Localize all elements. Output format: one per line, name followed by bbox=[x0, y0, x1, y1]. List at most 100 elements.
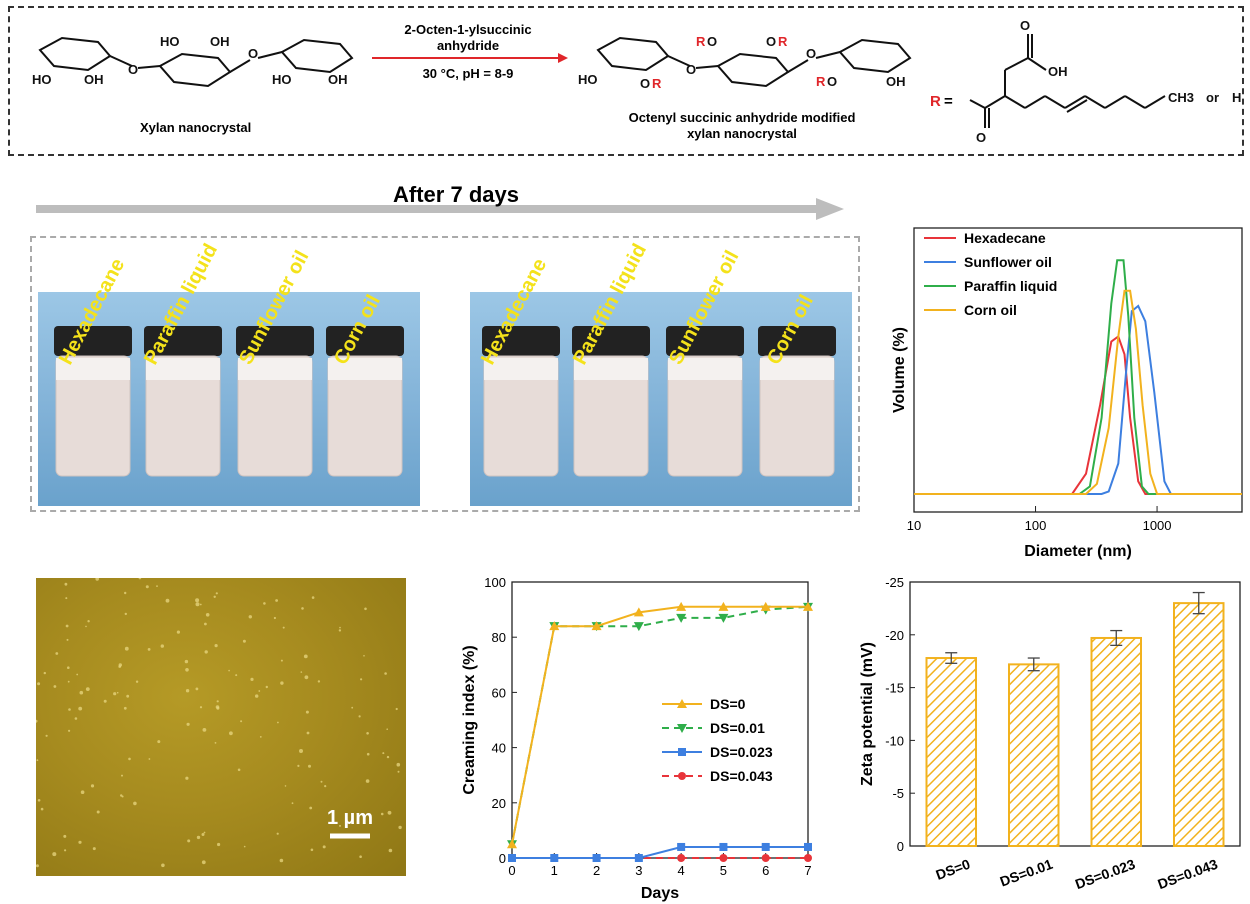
data-point bbox=[633, 622, 644, 632]
x-tick-label: 7 bbox=[804, 863, 811, 878]
afm-particle bbox=[214, 742, 217, 744]
afm-particle bbox=[301, 607, 304, 610]
reagent-line1: 2-Octen-1-ylsuccinic bbox=[404, 22, 531, 37]
x-tick-label: 1000 bbox=[1143, 518, 1172, 533]
oh-label-3: OH bbox=[328, 72, 348, 87]
reaction-scheme-box: HO OH O HO OH O HO OH Xylan nanocrystal … bbox=[8, 6, 1244, 156]
afm-particle bbox=[360, 678, 363, 681]
afm-particle bbox=[364, 607, 367, 611]
oh-label-2: OH bbox=[210, 34, 230, 49]
afm-particle bbox=[273, 616, 276, 620]
vial-label-corn-2: Corn oil bbox=[763, 291, 818, 368]
afm-particle bbox=[90, 784, 95, 788]
afm-particle bbox=[351, 706, 354, 709]
afm-particle bbox=[96, 810, 100, 814]
size-distribution-chart: 10 100 1000 Hexadecane Sunflower oil Paraffin… bbox=[891, 227, 1243, 560]
afm-particle bbox=[366, 732, 369, 735]
r-group-structure bbox=[969, 34, 1166, 128]
product-line1: Octenyl succinic anhydride modified bbox=[629, 110, 856, 125]
afm-particle bbox=[243, 845, 246, 848]
data-point bbox=[549, 621, 560, 631]
data-point bbox=[677, 842, 686, 851]
afm-particle bbox=[258, 690, 261, 692]
afm-particle bbox=[339, 824, 341, 827]
afm-particle bbox=[201, 860, 206, 865]
afm-particle bbox=[280, 681, 284, 685]
x-tick-label: 3 bbox=[635, 863, 642, 878]
bar-ds-0-043 bbox=[1173, 602, 1225, 848]
afm-particle bbox=[205, 613, 210, 617]
afm-particle bbox=[43, 671, 46, 675]
o-label-1: O bbox=[128, 62, 138, 77]
afm-particle bbox=[324, 785, 327, 788]
legend-label: DS=0.023 bbox=[710, 744, 773, 760]
data-point bbox=[718, 613, 729, 623]
afm-particle bbox=[161, 863, 165, 868]
data-point bbox=[719, 842, 728, 851]
afm-particle bbox=[215, 592, 218, 595]
legend-label: DS=0 bbox=[710, 696, 746, 712]
afm-particle bbox=[214, 644, 218, 648]
afm-particle bbox=[311, 596, 315, 599]
reaction-conditions: 30 °C, pH = 8-9 bbox=[423, 66, 514, 81]
data-point bbox=[803, 601, 813, 611]
afm-particle bbox=[275, 599, 278, 602]
x-tick-label: 1 bbox=[551, 863, 558, 878]
x-axis-label: Diameter (nm) bbox=[1024, 543, 1132, 560]
afm-particle bbox=[135, 680, 139, 683]
afm-particle bbox=[64, 849, 67, 852]
legend-label: Corn oil bbox=[964, 302, 1017, 318]
data-point bbox=[592, 854, 601, 862]
ho-label-3: HO bbox=[272, 72, 292, 87]
legend-label: DS=0.043 bbox=[710, 768, 773, 784]
afm-particle bbox=[237, 768, 241, 772]
afm-particle bbox=[66, 638, 69, 641]
afm-particle bbox=[308, 764, 311, 768]
zeta-potential-chart: 0 -5 -10 -15 -20 -25 DS=0 DS=0.01 DS=0.023 DS=0.0… bbox=[859, 575, 1241, 893]
o-label-p6: O bbox=[827, 74, 837, 89]
x-tick-label: 6 bbox=[762, 863, 769, 878]
afm-particle bbox=[128, 757, 131, 761]
category-label: DS=0.043 bbox=[1155, 856, 1220, 893]
r-label-p4: R bbox=[816, 74, 826, 89]
data-point bbox=[676, 613, 687, 623]
afm-particle bbox=[138, 578, 142, 580]
afm-particle bbox=[40, 807, 44, 811]
r-label-p3: R bbox=[778, 34, 788, 49]
o-label-2: O bbox=[248, 46, 258, 61]
series-line bbox=[512, 846, 808, 859]
data-point bbox=[677, 854, 686, 862]
afm-particle bbox=[36, 864, 39, 868]
afm-particle bbox=[240, 720, 243, 723]
afm-particle bbox=[250, 677, 254, 681]
acid-o: O bbox=[1020, 18, 1030, 33]
afm-particle bbox=[87, 620, 90, 623]
o-label-p2: O bbox=[686, 62, 696, 77]
afm-particle bbox=[228, 669, 230, 672]
afm-particle bbox=[185, 668, 189, 672]
afm-particle bbox=[195, 602, 200, 607]
y-axis-label: Zeta potential (mV) bbox=[859, 642, 876, 786]
afm-image: 1 µm bbox=[36, 578, 406, 876]
afm-particle bbox=[37, 799, 41, 802]
after-7-days-label: After 7 days bbox=[393, 182, 519, 207]
afm-particle bbox=[305, 710, 309, 714]
afm-particle bbox=[279, 858, 284, 863]
afm-particle bbox=[216, 706, 220, 710]
afm-particle bbox=[317, 680, 321, 683]
afm-particle bbox=[398, 825, 402, 830]
legend-label: Paraffin liquid bbox=[964, 278, 1057, 294]
afm-particle bbox=[202, 728, 207, 732]
series-line-hexadecane bbox=[914, 334, 1242, 495]
x-tick-label: 4 bbox=[678, 863, 685, 878]
afm-particle bbox=[291, 802, 294, 805]
vial-label-paraffin-2: Paraffin liquid bbox=[569, 240, 651, 368]
reaction-scheme: HO OH O HO OH O HO OH Xylan nanocrystal … bbox=[32, 18, 1241, 145]
afm-particle bbox=[124, 591, 127, 595]
or-label: or bbox=[1206, 90, 1219, 105]
data-point bbox=[804, 854, 812, 862]
afm-particle bbox=[397, 770, 400, 773]
afm-particle bbox=[384, 672, 387, 675]
afm-particle bbox=[187, 839, 191, 843]
legend-marker bbox=[678, 748, 686, 756]
